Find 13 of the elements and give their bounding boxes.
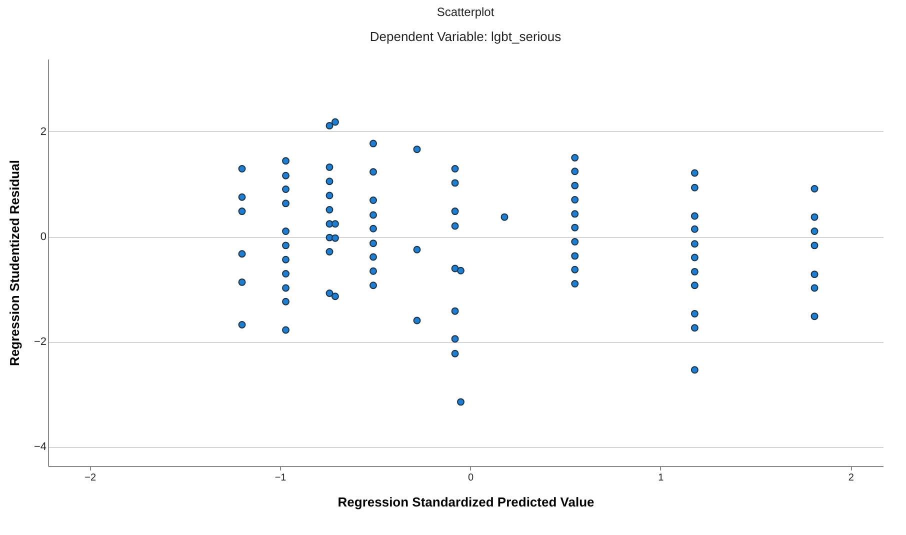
y-axis-title: Regression Studentized Residual xyxy=(6,160,22,366)
y-tick-label: −2 xyxy=(34,336,46,348)
chart-title: Scatterplot xyxy=(436,5,495,19)
x-axis-title: Regression Standardized Predicted Value xyxy=(338,494,594,510)
x-tick-label: −2 xyxy=(84,472,96,484)
x-tick-label: 2 xyxy=(848,472,854,484)
x-tick-label: 1 xyxy=(658,472,664,484)
x-tick-label: 0 xyxy=(468,472,474,484)
y-tick-label: 2 xyxy=(40,126,46,138)
y-tick-label: 0 xyxy=(40,231,46,244)
chart-subtitle: Dependent Variable: lgbt_serious xyxy=(370,29,562,44)
y-tick-label: −4 xyxy=(34,441,46,454)
x-tick-label: −1 xyxy=(274,472,287,484)
